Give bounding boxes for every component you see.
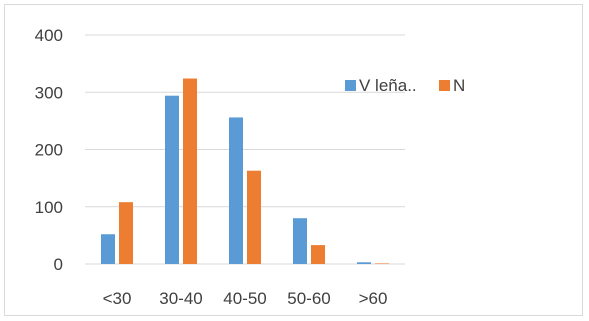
bars — [101, 78, 389, 264]
y-tick-label: 100 — [35, 198, 63, 217]
legend-swatch-n — [439, 80, 450, 91]
bar-series-1-1 — [183, 78, 197, 264]
x-tick-label: >60 — [359, 289, 388, 308]
bar-series-1-3 — [311, 245, 325, 264]
bar-series-0-1 — [165, 95, 179, 264]
legend-label-n: N — [453, 76, 465, 95]
y-axis-tick-labels: 0 100 200 300 400 — [35, 26, 63, 274]
gridlines — [85, 34, 405, 265]
bar-series-1-2 — [247, 170, 261, 264]
bar-series-1-0 — [119, 202, 133, 264]
x-tick-label: <30 — [103, 289, 132, 308]
legend: V leña.. N — [345, 76, 465, 95]
x-tick-label: 30-40 — [159, 289, 202, 308]
y-tick-label: 400 — [35, 26, 63, 45]
legend-swatch-v-lena — [345, 80, 356, 91]
bar-series-0-2 — [229, 117, 243, 264]
legend-label-v-lena: V leña.. — [359, 76, 417, 95]
y-tick-label: 200 — [35, 141, 63, 160]
x-tick-label: 40-50 — [223, 289, 266, 308]
x-axis-tick-labels: <30 30-40 40-50 50-60 >60 — [103, 289, 388, 308]
bar-series-1-4 — [375, 263, 389, 264]
y-tick-label: 300 — [35, 83, 63, 102]
bar-series-0-4 — [357, 262, 371, 264]
x-tick-label: 50-60 — [287, 289, 330, 308]
bar-series-0-3 — [293, 218, 307, 264]
bar-series-0-0 — [101, 234, 115, 264]
y-tick-label: 0 — [54, 255, 63, 274]
